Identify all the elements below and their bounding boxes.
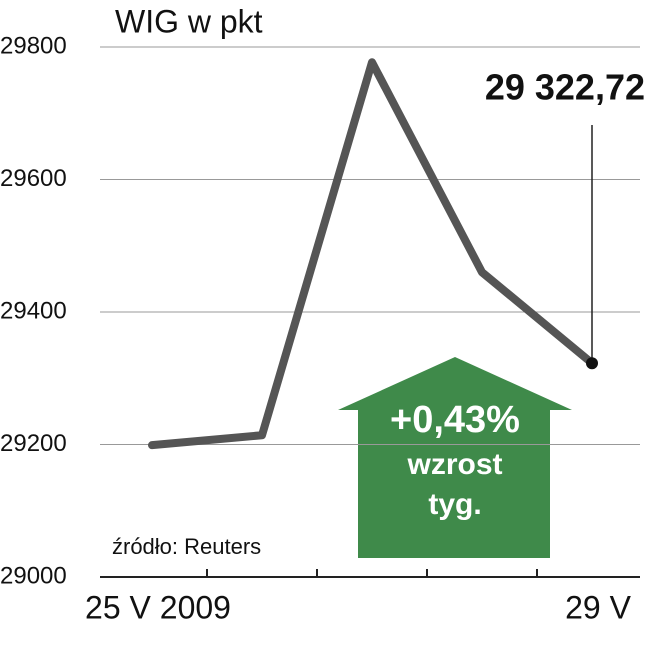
y-tick-label: 29200 xyxy=(0,430,67,457)
point xyxy=(586,357,598,370)
y-tick-label: 29400 xyxy=(0,297,67,324)
change-text: tyg. xyxy=(428,488,481,521)
chart-title: WIG w pkt xyxy=(115,3,263,39)
value-label: 29 322,72 xyxy=(485,67,645,108)
line xyxy=(148,58,596,450)
y-tick-label: 29000 xyxy=(0,562,67,589)
arrow xyxy=(338,357,572,558)
x-tick-label: 29 V xyxy=(565,589,631,625)
change-label: +0,43% xyxy=(390,399,520,441)
source: źródło: Reuters xyxy=(112,534,261,559)
change-text: wzrost xyxy=(406,448,502,481)
y-tick-label: 29800 xyxy=(0,32,67,59)
y-tick-label: 29600 xyxy=(0,165,67,192)
x-tick-label: 25 V 2009 xyxy=(85,589,231,625)
